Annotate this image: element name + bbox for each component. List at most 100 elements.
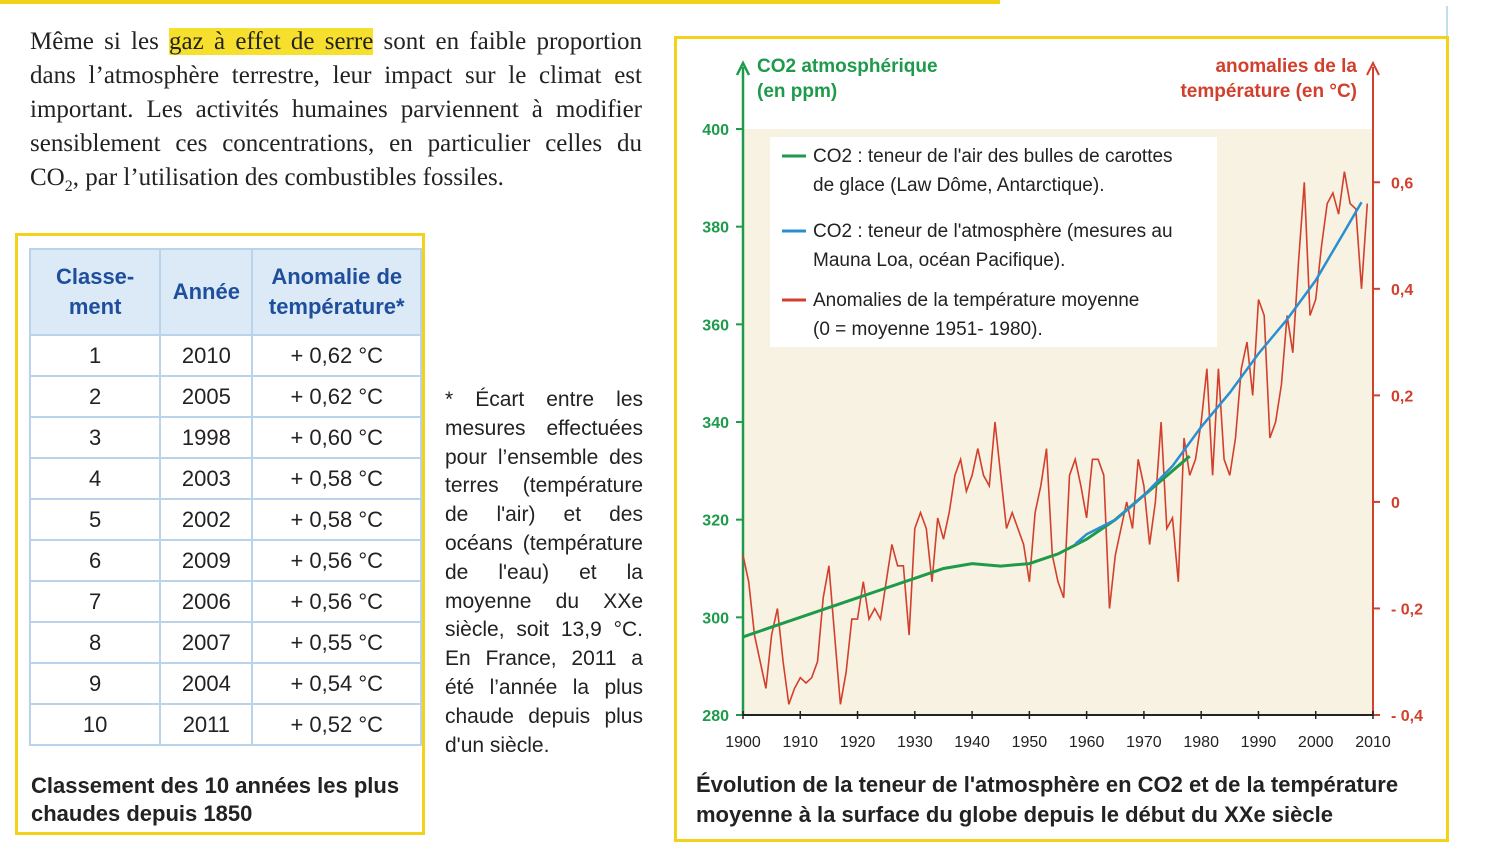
rank-cell: 10 xyxy=(28,703,162,746)
year-cell: 2011 xyxy=(159,703,254,746)
anomaly-cell: + 0,56 °C xyxy=(251,580,422,623)
right-axis-arrow xyxy=(1366,60,1380,76)
ranking-table: Classe-ment Année Anomalie de températur… xyxy=(28,248,422,746)
footnote: * Écart entre les mesures effectuées pou… xyxy=(445,388,643,757)
left-axis-arrow xyxy=(735,60,751,76)
chart-box: CO2 atmosphérique (en ppm) anomalies de … xyxy=(674,36,1449,842)
legend-label-mauna-loa-1: CO2 : teneur de l'atmosphère (mesures au xyxy=(813,221,1173,242)
co2-temperature-chart: CO2 atmosphérique (en ppm) anomalies de … xyxy=(702,56,1423,751)
x-tick-label: 1900 xyxy=(725,734,761,751)
rank-cell: 5 xyxy=(28,498,162,541)
rank-cell: 1 xyxy=(28,334,162,377)
x-tick-label: 1920 xyxy=(840,734,876,751)
x-tick-label: 1970 xyxy=(1126,734,1162,751)
intro-paragraph: Même si les gaz à effet de serre sont en… xyxy=(30,25,642,204)
x-tick-label: 1950 xyxy=(1012,734,1048,751)
table-row: 2 2005 + 0,62 °C xyxy=(28,375,422,418)
legend-label-temperature-2: (0 = moyenne 1951- 1980). xyxy=(813,319,1043,340)
table-row: 5 2002 + 0,58 °C xyxy=(28,498,422,541)
rank-cell: 8 xyxy=(28,621,162,664)
table-caption: Classement des 10 années les plus chaude… xyxy=(31,773,400,826)
legend-label-mauna-loa-2: Mauna Loa, océan Pacifique). xyxy=(813,250,1065,271)
table-row: 9 2004 + 0,54 °C xyxy=(28,662,422,705)
x-tick-label: 2000 xyxy=(1298,734,1334,751)
table-row: 10 2011 + 0,52 °C xyxy=(28,703,422,746)
legend-label-ice-core-2: de glace (Law Dôme, Antarctique). xyxy=(813,175,1105,196)
right-tick-label: 0,6 xyxy=(1391,175,1413,192)
right-tick-label: 0,4 xyxy=(1391,282,1413,299)
highlighted-term: gaz à effet de serre xyxy=(169,28,374,55)
legend-label-temperature-1: Anomalies de la température moyenne xyxy=(813,290,1139,311)
right-axis-title-line1: anomalies de la xyxy=(1215,56,1357,77)
x-tick-label: 1940 xyxy=(954,734,990,751)
header-year: Année xyxy=(159,248,254,336)
x-axis: 1900 1910 1920 1930 1940 1950 1960 1970 1980 1990… xyxy=(725,711,1391,751)
intro-text-after: sont en faible proportion dans l’atmosph… xyxy=(30,28,642,191)
anomaly-cell: + 0,60 °C xyxy=(251,416,422,459)
left-axis-title-line2: (en ppm) xyxy=(757,81,837,102)
anomaly-cell: + 0,52 °C xyxy=(251,703,422,746)
right-tick-label: - 0,2 xyxy=(1391,601,1423,618)
rank-cell: 7 xyxy=(28,580,162,623)
year-cell: 2009 xyxy=(159,539,254,582)
temperature-anomaly-line xyxy=(742,171,1369,705)
left-tick-label: 340 xyxy=(702,415,729,432)
rank-cell: 9 xyxy=(28,662,162,705)
x-tick-label: 1910 xyxy=(782,734,818,751)
table-row: 8 2007 + 0,55 °C xyxy=(28,621,422,664)
year-cell: 2006 xyxy=(159,580,254,623)
legend: CO2 : teneur de l'air des bulles de caro… xyxy=(770,137,1217,347)
year-cell: 2010 xyxy=(159,334,254,377)
anomaly-cell: + 0,56 °C xyxy=(251,539,422,582)
x-tick-label: 1990 xyxy=(1241,734,1277,751)
table-row: 4 2003 + 0,58 °C xyxy=(28,457,422,500)
left-tick-label: 400 xyxy=(702,122,729,139)
right-tick-label: 0,2 xyxy=(1391,388,1413,405)
left-tick-label: 380 xyxy=(702,220,729,237)
table-row: 7 2006 + 0,56 °C xyxy=(28,580,422,623)
co2-mauna-loa-line xyxy=(1074,201,1363,546)
intro-text-end: , par l’utilisation des combustibles fos… xyxy=(72,164,504,191)
year-cell: 2003 xyxy=(159,457,254,500)
left-axis: 400 380 360 340 320 300 280 xyxy=(702,60,751,725)
table-row: 1 2010 + 0,62 °C xyxy=(28,334,422,377)
left-tick-label: 320 xyxy=(702,513,729,530)
left-tick-label: 360 xyxy=(702,317,729,334)
top-accent-rule xyxy=(0,0,1000,4)
right-axis: 0,6 0,4 0,2 0 - 0,2 - 0,4 xyxy=(1366,60,1423,725)
x-tick-label: 1930 xyxy=(897,734,933,751)
rank-cell: 3 xyxy=(28,416,162,459)
legend-background xyxy=(770,137,1217,347)
left-tick-label: 300 xyxy=(702,610,729,627)
left-tick-label: 280 xyxy=(702,708,729,725)
intro-text-before: Même si les xyxy=(30,28,170,55)
anomaly-cell: + 0,55 °C xyxy=(251,621,422,664)
header-rank: Classe-ment xyxy=(28,248,162,336)
year-cell: 2002 xyxy=(159,498,254,541)
ranking-table-box: Classe-ment Année Anomalie de températur… xyxy=(15,233,425,835)
chart-caption: Évolution de la teneur de l'atmosphère e… xyxy=(696,772,1399,827)
anomaly-cell: + 0,62 °C xyxy=(251,334,422,377)
anomaly-cell: + 0,54 °C xyxy=(251,662,422,705)
x-tick-label: 1960 xyxy=(1069,734,1105,751)
year-cell: 2007 xyxy=(159,621,254,664)
table-row: 6 2009 + 0,56 °C xyxy=(28,539,422,582)
rank-cell: 6 xyxy=(28,539,162,582)
anomaly-cell: + 0,58 °C xyxy=(251,498,422,541)
left-axis-title-line1: CO2 atmosphérique xyxy=(757,56,938,77)
anomaly-cell: + 0,62 °C xyxy=(251,375,422,418)
table-header-row: Classe-ment Année Anomalie de températur… xyxy=(28,248,422,336)
x-tick-label: 2010 xyxy=(1355,734,1391,751)
right-tick-label: 0 xyxy=(1391,495,1400,512)
anomaly-cell: + 0,58 °C xyxy=(251,457,422,500)
header-anomaly: Anomalie de température* xyxy=(251,248,422,336)
table-row: 3 1998 + 0,60 °C xyxy=(28,416,422,459)
year-cell: 2004 xyxy=(159,662,254,705)
x-tick-label: 1980 xyxy=(1183,734,1219,751)
rank-cell: 2 xyxy=(28,375,162,418)
year-cell: 2005 xyxy=(159,375,254,418)
right-tick-label: - 0,4 xyxy=(1391,708,1423,725)
year-cell: 1998 xyxy=(159,416,254,459)
right-axis-title-line2: température (en °C) xyxy=(1180,81,1357,102)
intro-subscript: 2 xyxy=(64,178,73,195)
